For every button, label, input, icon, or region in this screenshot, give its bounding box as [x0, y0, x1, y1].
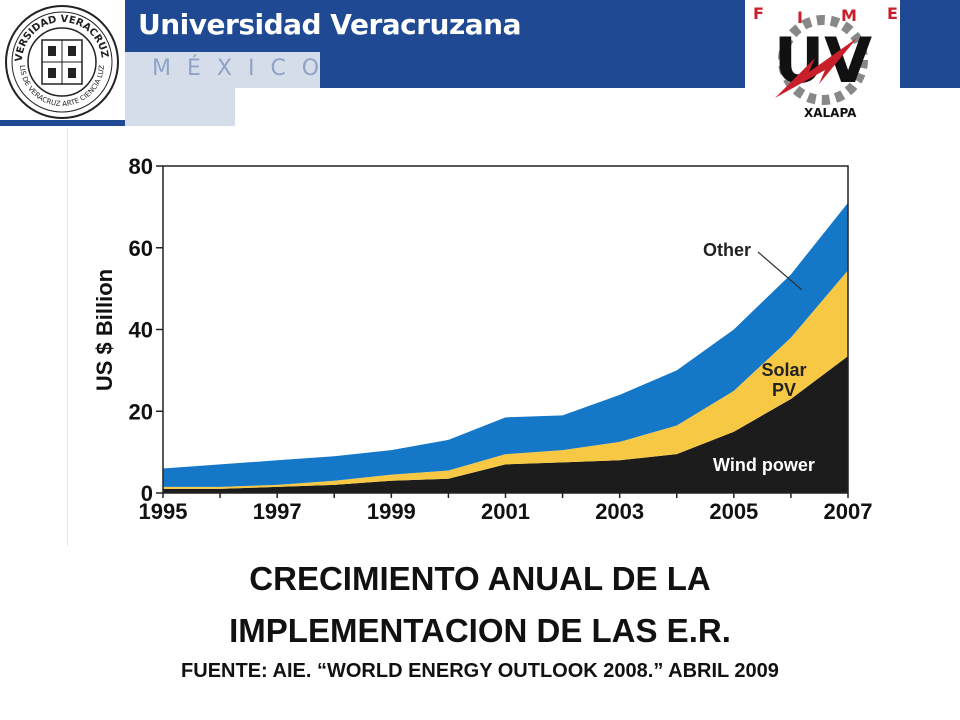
mexico-strip	[125, 52, 320, 88]
fime-uv-emblem-icon: UV	[774, 15, 872, 105]
x-tick-label: 1995	[139, 499, 188, 524]
x-axis-ticks: 1995 1997 1999 2001 2003 2005 2007	[139, 493, 873, 524]
caption-source: FUENTE: AIE. “WORLD ENERGY OUTLOOK 2008.…	[181, 660, 779, 682]
series-label-wind: Wind power	[713, 455, 815, 475]
fime-letter-f: F	[753, 4, 764, 23]
y-tick-label: 60	[129, 236, 153, 261]
series-label-solar-line1: Solar	[761, 360, 806, 380]
area-solar-pv	[163, 270, 848, 489]
x-tick-label: 2007	[824, 499, 873, 524]
x-tick-label: 2001	[481, 499, 530, 524]
area-other	[163, 202, 848, 487]
caption-line-2: IMPLEMENTACION DE LAS E.R.	[229, 612, 731, 649]
mexico-strip-extension	[125, 88, 235, 126]
x-tick-label: 2003	[595, 499, 644, 524]
fime-campus: XALAPA	[804, 106, 857, 120]
series-label-solar-line2: PV	[772, 380, 796, 400]
y-tick-label: 0	[141, 481, 153, 506]
y-tick-label: 40	[129, 318, 153, 343]
fime-letter-m: M	[841, 6, 857, 25]
x-tick-label: 2005	[709, 499, 758, 524]
fime-letter-e: E	[887, 4, 898, 23]
y-axis-ticks: 0 20 40 60 80	[129, 154, 163, 506]
chart-areas	[163, 202, 848, 493]
university-title: Universidad Veracruzana	[138, 8, 522, 41]
area-wind-power	[163, 356, 848, 493]
x-tick-label: 1997	[253, 499, 302, 524]
y-axis-label: US $ Billion	[92, 269, 117, 391]
y-tick-label: 20	[129, 399, 153, 424]
fime-logo: UV F I M E	[745, 0, 900, 128]
x-tick-label: 1999	[367, 499, 416, 524]
caption-line-1: CRECIMIENTO ANUAL DE LA	[249, 560, 711, 597]
seal-underline	[0, 120, 125, 126]
other-label-leader	[757, 251, 803, 291]
y-tick-label: 80	[129, 154, 153, 179]
chart-panel-edge	[67, 128, 68, 546]
mexico-subtitle: MÉXICO	[152, 56, 336, 81]
university-seal: UNIVERSIDAD VERACRUZANA LIS DE VERACRUZ …	[0, 0, 125, 126]
fime-letter-i: I	[797, 8, 803, 27]
seal-icon: UNIVERSIDAD VERACRUZANA LIS DE VERACRUZ …	[0, 0, 119, 119]
series-label-other: Other	[703, 240, 751, 260]
